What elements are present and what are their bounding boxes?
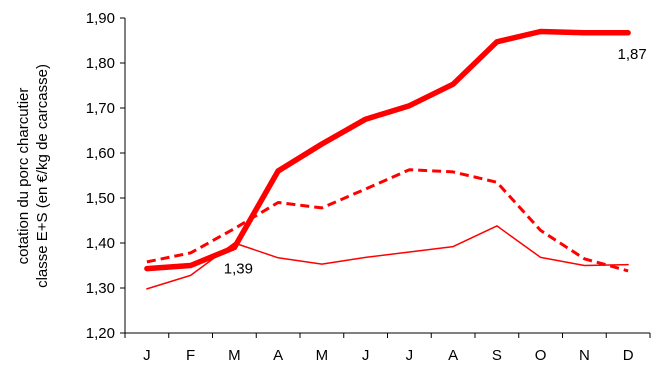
tick-labels: 1,20 1,30 1,40 1,50 1,60 1,70 1,80 1,90 J F M A M J J A…: [86, 10, 634, 364]
x-tick-label: S: [492, 347, 502, 364]
x-tick-label: D: [623, 347, 634, 364]
y-axis-label-line-1: cotation du porc charcutier: [15, 88, 32, 265]
y-tick-label: 1,40: [86, 235, 115, 252]
series-lines: [147, 32, 628, 289]
x-tick-label: N: [579, 347, 590, 364]
series-line-thick-solid: [147, 32, 628, 269]
x-tick-label: O: [535, 347, 547, 364]
y-axis-label-line-2: classe E+S (en €/kg de carcasse): [34, 64, 51, 288]
x-tick-label: M: [228, 347, 241, 364]
x-tick-label: J: [362, 347, 370, 364]
series-line-thin-solid: [147, 226, 628, 289]
x-tick-label: J: [143, 347, 151, 364]
y-tick-label: 1,80: [86, 55, 115, 72]
axes: [120, 18, 650, 338]
x-tick-label: A: [273, 347, 283, 364]
y-tick-label: 1,70: [86, 100, 115, 117]
y-axis-label: cotation du porc charcutier classe E+S (…: [15, 64, 51, 288]
y-tick-label: 1,30: [86, 280, 115, 297]
data-label: 1,39: [224, 261, 253, 278]
y-tick-label: 1,20: [86, 325, 115, 342]
data-label: 1,87: [618, 46, 647, 63]
x-tick-label: F: [186, 347, 195, 364]
x-tick-label: J: [406, 347, 414, 364]
x-tick-label: M: [316, 347, 329, 364]
x-tick-label: A: [448, 347, 458, 364]
y-tick-label: 1,60: [86, 145, 115, 162]
y-tick-label: 1,90: [86, 10, 115, 27]
data-labels: 1,39 1,87: [224, 46, 647, 278]
y-tick-label: 1,50: [86, 190, 115, 207]
